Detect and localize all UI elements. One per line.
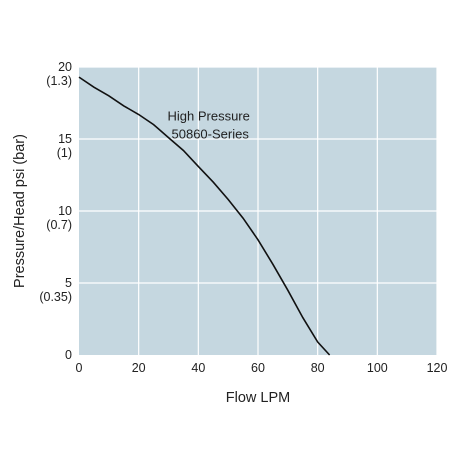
y-tick-sublabel: (0.7) — [46, 218, 72, 232]
x-axis-title: Flow LPM — [226, 390, 290, 406]
pressure-flow-curve — [78, 76, 331, 356]
x-tick-label: 60 — [251, 361, 265, 375]
y-axis-title: Pressure/Head psi (bar) — [12, 134, 28, 288]
y-tick-label: 20 — [58, 60, 72, 74]
x-tick-label: 20 — [132, 361, 146, 375]
y-axis-ticks: 0 5(0.35) 10(0.7) 15(1) 20(1.3) — [39, 60, 72, 362]
y-tick-label: 0 — [65, 348, 72, 362]
y-tick-label: 10 — [58, 204, 72, 218]
y-tick-sublabel: (1) — [57, 146, 72, 160]
y-tick-label: 15 — [58, 132, 72, 146]
y-tick-sublabel: (1.3) — [46, 74, 72, 88]
annotation-line: 50860-Series — [172, 126, 250, 141]
y-tick-sublabel: (0.35) — [39, 290, 72, 304]
series-annotation: High Pressure 50860-Series — [168, 108, 250, 141]
y-tick-label: 5 — [65, 276, 72, 290]
x-axis-ticks: 0 20 40 60 80 100 120 — [76, 361, 448, 375]
x-tick-label: 0 — [76, 361, 83, 375]
x-tick-label: 80 — [311, 361, 325, 375]
x-tick-label: 100 — [367, 361, 388, 375]
gridlines — [79, 66, 438, 355]
x-tick-label: 40 — [191, 361, 205, 375]
x-tick-label: 120 — [427, 361, 448, 375]
annotation-line: High Pressure — [168, 108, 250, 123]
